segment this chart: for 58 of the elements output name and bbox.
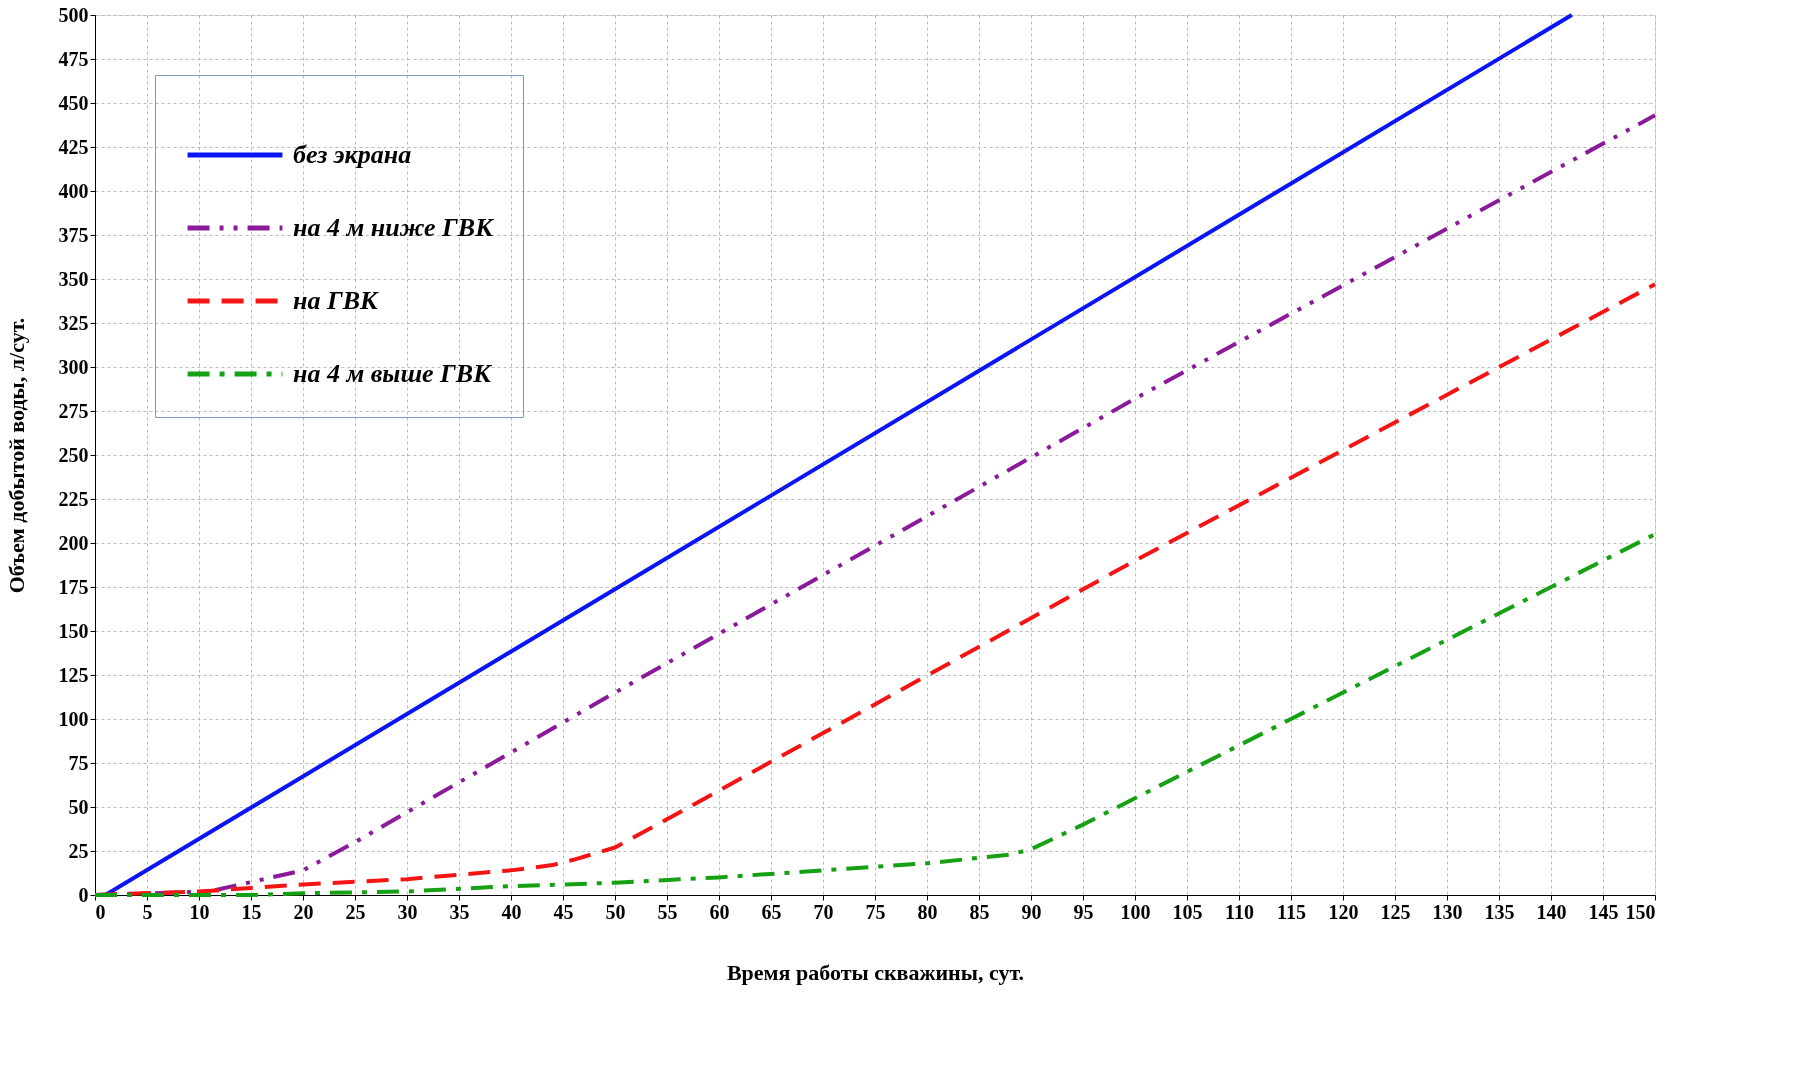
x-tick-label: 45 — [553, 900, 574, 923]
x-tick-label: 130 — [1432, 900, 1463, 923]
x-tick-label: 110 — [1225, 900, 1254, 923]
legend-label: без экрана — [293, 140, 412, 169]
x-tick-label: 20 — [293, 900, 314, 923]
y-tick-label: 100 — [58, 707, 89, 730]
x-tick-label: 135 — [1484, 900, 1515, 923]
y-tick-label: 200 — [58, 531, 89, 554]
y-tick-label: 275 — [58, 399, 89, 422]
x-tick-label: 0 — [95, 900, 106, 923]
x-tick-label: 55 — [657, 900, 678, 923]
y-tick-label: 175 — [58, 575, 89, 598]
x-tick-label: 95 — [1073, 900, 1094, 923]
y-tick-label: 225 — [58, 487, 89, 510]
x-tick-label: 105 — [1172, 900, 1203, 923]
x-tick-label: 30 — [397, 900, 418, 923]
y-axis-title: Объем добытой воды, л/сут. — [3, 317, 29, 594]
x-tick-label: 35 — [449, 900, 470, 923]
x-tick-label: 25 — [345, 900, 366, 923]
x-tick-label: 120 — [1328, 900, 1359, 923]
y-tick-label: 375 — [58, 223, 89, 246]
y-tick-label: 500 — [58, 3, 89, 26]
x-tick-label: 150 — [1625, 900, 1656, 923]
y-tick-label: 75 — [68, 751, 89, 774]
y-tick-label: 350 — [58, 267, 89, 290]
x-tick-label: 140 — [1536, 900, 1567, 923]
legend-label: на 4 м ниже ГВК — [293, 213, 495, 242]
y-tick-label: 150 — [58, 619, 89, 642]
x-tick-label: 115 — [1277, 900, 1306, 923]
x-tick-label: 10 — [189, 900, 210, 923]
y-tick-label: 25 — [68, 839, 89, 862]
x-tick-label: 50 — [605, 900, 626, 923]
x-tick-label: 75 — [865, 900, 886, 923]
y-tick-label: 450 — [58, 91, 89, 114]
y-tick-label: 475 — [58, 47, 89, 70]
x-tick-label: 40 — [501, 900, 522, 923]
x-tick-label: 80 — [917, 900, 938, 923]
x-tick-label: 125 — [1380, 900, 1411, 923]
y-tick-label: 250 — [58, 443, 89, 466]
x-tick-label: 5 — [142, 900, 153, 923]
y-tick-label: 400 — [58, 179, 89, 202]
x-tick-label: 65 — [761, 900, 782, 923]
x-tick-label: 15 — [241, 900, 262, 923]
x-tick-label: 70 — [813, 900, 834, 923]
y-tick-label: 50 — [68, 795, 89, 818]
legend-label: на ГВК — [293, 286, 379, 315]
y-tick-label: 0 — [78, 883, 89, 906]
x-tick-label: 145 — [1588, 900, 1619, 923]
x-tick-label: 100 — [1120, 900, 1151, 923]
x-tick-label: 85 — [969, 900, 990, 923]
x-tick-label: 60 — [709, 900, 730, 923]
y-tick-label: 300 — [58, 355, 89, 378]
x-axis-title: Время работы скважины, сут. — [726, 959, 1025, 985]
y-tick-label: 125 — [58, 663, 89, 686]
x-tick-label: 90 — [1021, 900, 1042, 923]
legend-label: на 4 м выше ГВК — [293, 359, 493, 388]
y-tick-label: 325 — [58, 311, 89, 334]
y-tick-label: 425 — [58, 135, 89, 158]
